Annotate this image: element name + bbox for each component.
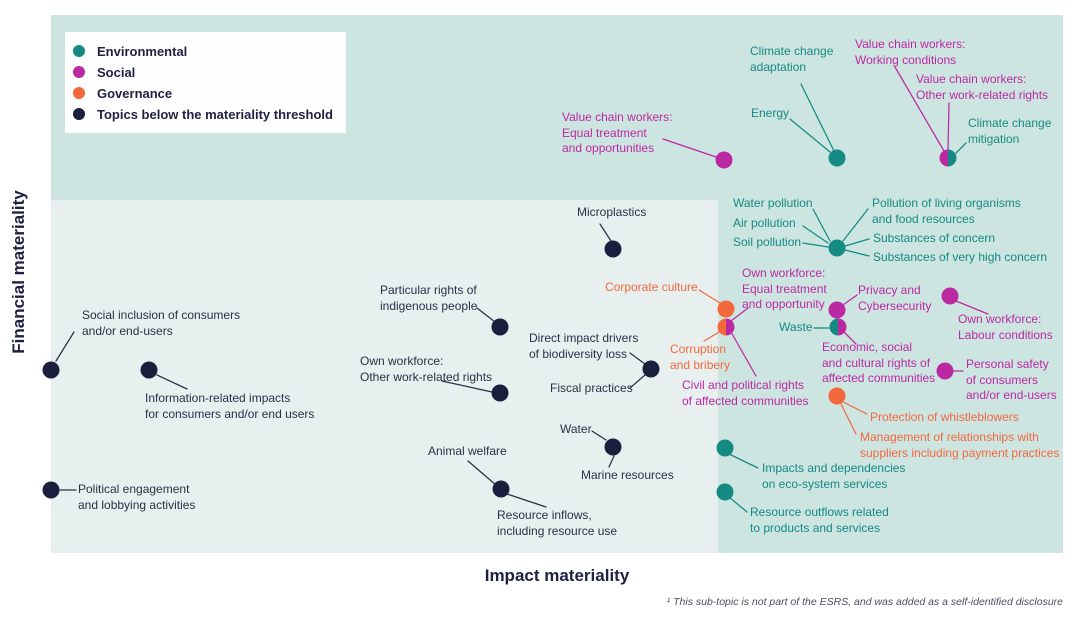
data-point-d13 xyxy=(716,483,734,501)
data-point-d20 xyxy=(604,438,622,456)
topic-label-substances-of-concern: Substances of concern xyxy=(873,231,996,245)
topic-label-civil-and-political-rights-of-affected-commun: Civil and political rights of affected c… xyxy=(682,378,809,408)
data-point-d19 xyxy=(642,360,660,378)
data-point-d21 xyxy=(492,480,510,498)
data-point-d4 xyxy=(828,239,846,257)
topic-label-personal-safety-of-consumers-and-or-end-users: Personal safety of consumers and/or end-… xyxy=(966,357,1057,402)
data-point-d7 xyxy=(828,301,846,319)
topic-label-water: Water xyxy=(560,422,592,436)
data-point-d15 xyxy=(140,361,158,379)
footnote: ¹ This sub-topic is not part of the ESRS… xyxy=(666,596,1063,608)
topic-label-climate-change-adaptation: Climate change adaptation xyxy=(750,44,834,74)
topic-label-own-workforce-other-work-related-rights: Own workforce: Other work-related rights xyxy=(360,354,493,384)
topic-label-substances-of-very-high-concern: Substances of very high concern xyxy=(873,250,1048,264)
topic-label-corporate-culture: Corporate culture xyxy=(605,280,698,294)
legend-item-below: Topics below the materiality threshold xyxy=(73,107,346,122)
data-point-d8 xyxy=(829,318,847,336)
topic-label-information-related-impacts-for-consumers-and: Information-related impacts for consumer… xyxy=(145,391,315,421)
data-point-d16 xyxy=(42,481,60,499)
topic-label-management-of-relationships-with-suppliers-in: Management of relationships with supplie… xyxy=(860,430,1060,460)
legend-item-social: Social xyxy=(73,65,346,80)
legend-dot-governance xyxy=(73,87,85,99)
topic-label-pollution-of-living-organisms-and-food-resour: Pollution of living organisms and food r… xyxy=(872,196,1021,226)
legend-label: Environmental xyxy=(97,43,188,59)
legend-dot-below xyxy=(73,108,85,120)
topic-label-resource-inflows-including-resource-use: Resource inflows, including resource use xyxy=(497,508,618,538)
topic-label-political-engagement-and-lobbying-activities: Political engagement and lobbying activi… xyxy=(78,482,196,512)
legend-label: Governance xyxy=(97,85,173,101)
topic-label-own-workforce-equal-treatment-and-opportunity: Own workforce: Equal treatment and oppor… xyxy=(742,266,827,311)
legend-dot-social xyxy=(73,66,85,78)
topic-label-microplastics: Microplastics xyxy=(577,205,647,219)
data-point-d3 xyxy=(604,240,622,258)
topic-label-value-chain-workers-working-conditions: Value chain workers: Working conditions xyxy=(855,37,966,67)
topic-label-energy: Energy xyxy=(751,106,790,120)
data-point-d10 xyxy=(936,362,954,380)
topic-label-value-chain-workers-equal-treatment-and-oppor: Value chain workers: Equal treatment and… xyxy=(562,110,673,155)
data-point-d5 xyxy=(717,300,735,318)
quadrant-band-lower-right xyxy=(718,200,1063,553)
topic-label-direct-impact-drivers-of-biodiversity-loss: Direct impact drivers of biodiversity lo… xyxy=(529,331,639,361)
data-point-d14 xyxy=(42,361,60,379)
topic-label-climate-change-mitigation: Climate change mitigation xyxy=(968,116,1052,146)
topic-label-waste: Waste xyxy=(779,320,813,334)
topic-label-corruption-and-bribery: Corruption and bribery xyxy=(670,342,731,372)
legend-item-environmental: Environmental xyxy=(73,44,346,59)
data-point-d1 xyxy=(939,149,957,167)
data-point-d0 xyxy=(828,149,846,167)
topic-label-air-pollution: Air pollution xyxy=(733,216,796,230)
topic-label-own-workforce-labour-conditions: Own workforce: Labour conditions xyxy=(958,312,1053,342)
topic-label-protection-of-whistleblowers: Protection of whistleblowers xyxy=(870,410,1019,424)
topic-label-animal-welfare: Animal welfare xyxy=(428,444,507,458)
x-axis-label: Impact materiality xyxy=(484,566,630,585)
topic-label-impacts-and-dependencies-on-eco-system-servic: Impacts and dependencies on eco-system s… xyxy=(762,461,906,491)
topic-label-social-inclusion-of-consumers-and-or-end-user: Social inclusion of consumers and/or end… xyxy=(82,308,241,338)
topic-label-water-pollution: Water pollution xyxy=(733,196,813,210)
topic-label-fiscal-practices: Fiscal practices xyxy=(550,381,633,395)
topic-label-marine-resources: Marine resources xyxy=(581,468,674,482)
data-point-d2 xyxy=(715,151,733,169)
legend: Environmental Social Governance Topics belo… xyxy=(65,32,346,133)
data-point-d9 xyxy=(941,287,959,305)
data-point-d12 xyxy=(716,439,734,457)
topic-label-soil-pollution: Soil pollution xyxy=(733,235,802,249)
topic-label-value-chain-workers-other-work-related-rights: Value chain workers: Other work-related … xyxy=(916,72,1049,102)
data-point-d18 xyxy=(491,384,509,402)
data-point-d11 xyxy=(828,387,846,405)
legend-items: Environmental Social Governance Topics belo… xyxy=(73,44,346,122)
data-point-d6 xyxy=(717,318,735,336)
legend-label: Social xyxy=(97,64,136,80)
topic-label-privacy-and-cybersecurity: Privacy and Cybersecurity xyxy=(858,283,932,313)
legend-dot-environmental xyxy=(73,45,85,57)
topic-label-particular-rights-of-indigenous-people: Particular rights of indigenous people xyxy=(380,283,478,313)
y-axis-label: Financial materiality xyxy=(9,190,28,354)
legend-label: Topics below the materiality threshold xyxy=(97,106,333,122)
topic-label-resource-outflows-related-to-products-and-ser: Resource outflows related to products an… xyxy=(750,505,889,535)
topic-label-economic-social-and-cultural-rights-of-affect: Economic, social and cultural rights of … xyxy=(822,340,936,385)
legend-item-governance: Governance xyxy=(73,86,346,101)
data-point-d17 xyxy=(491,318,509,336)
